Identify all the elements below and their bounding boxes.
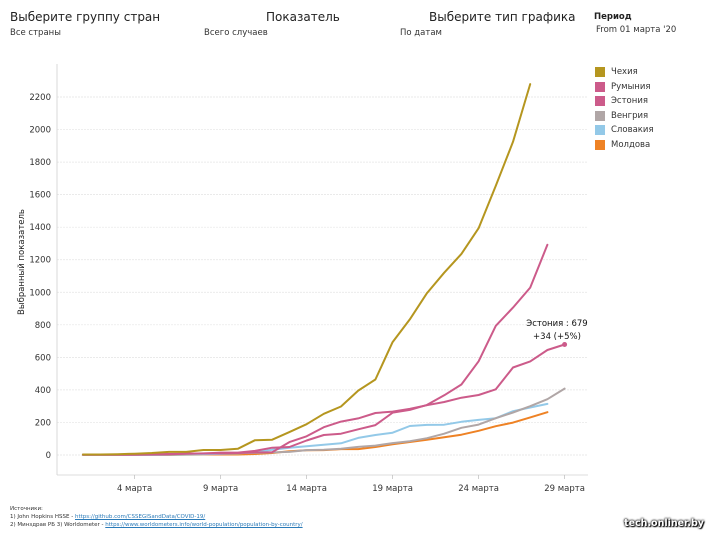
axes — [56, 64, 588, 476]
series-line[interactable] — [82, 402, 549, 456]
legend-swatch — [595, 67, 605, 78]
source-2-label: 2) Минздрав РБ 3) Worldometer - — [10, 522, 106, 528]
country-group-title: Выберите группу стран — [10, 10, 161, 24]
legend-swatch — [595, 110, 605, 121]
series-line[interactable] — [82, 343, 566, 456]
watermark: tech.onliner.by — [624, 518, 704, 529]
y-tick-label: 800 — [35, 321, 51, 331]
y-tick-labels: 0 200 400 600 800 1000 1200 1400 1600 1800 2000 220… — [29, 93, 51, 461]
sources: Источники: 1) John Hopkins HSSE - https:… — [10, 505, 303, 529]
legend-swatch — [595, 96, 605, 107]
y-tick-label: 600 — [35, 353, 51, 363]
legend-item[interactable]: Эстония — [595, 94, 654, 109]
x-tick-label: 19 марта — [372, 484, 413, 494]
y-tick-label: 1800 — [29, 158, 51, 168]
y-tick-label: 0 — [46, 451, 51, 461]
y-axis-label: Выбранный показатель — [17, 209, 27, 315]
x-tick-label: 9 марта — [203, 484, 238, 494]
tooltip-point[interactable] — [562, 342, 568, 348]
y-tick-label: 1000 — [29, 288, 51, 298]
legend-swatch — [595, 125, 605, 136]
legend: Чехия Румыния Эстония Венгрия Словакия Молдов… — [595, 65, 654, 152]
legend-item[interactable]: Венгрия — [595, 109, 654, 124]
legend-label: Чехия — [611, 67, 638, 78]
x-tick-label: 4 марта — [117, 484, 152, 494]
source-1-link[interactable]: https://github.com/CSSEGISandData/COVID-… — [74, 514, 206, 520]
legend-label: Румыния — [611, 81, 651, 92]
metric-title: Показатель — [266, 10, 340, 24]
tooltip-line-1: Эстония : 679 — [526, 319, 588, 329]
x-tick-label: 14 марта — [286, 484, 327, 494]
legend-label: Венгрия — [611, 110, 649, 121]
country-group-select[interactable]: Все страны — [10, 28, 61, 38]
chart-type-select[interactable]: По датам — [400, 28, 442, 38]
legend-label: Молдова — [611, 139, 651, 150]
tooltip-line-2: +34 (+5%) — [533, 332, 581, 342]
sources-title: Источники: — [10, 506, 43, 512]
period-title: Период — [594, 12, 632, 22]
y-tick-label: 1400 — [29, 223, 51, 233]
y-tick-label: 200 — [35, 418, 51, 428]
series-line[interactable] — [82, 243, 549, 456]
source-2-link[interactable]: https://www.worldometers.info/world-popu… — [105, 522, 303, 528]
y-tick-label: 2000 — [29, 126, 51, 136]
legend-item[interactable]: Чехия — [595, 65, 654, 80]
legend-swatch — [595, 81, 605, 92]
tooltip: Эстония : 679 +34 (+5%) — [512, 318, 602, 344]
y-tick-label: 400 — [35, 386, 51, 396]
legend-item[interactable]: Молдова — [595, 138, 654, 153]
y-tick-label: 1200 — [29, 256, 51, 266]
legend-item[interactable]: Словакия — [595, 123, 654, 138]
legend-item[interactable]: Румыния — [595, 80, 654, 95]
series-lines — [82, 83, 566, 456]
x-tick-labels: 4 марта 9 марта 14 марта 19 марта 24 марта 29… — [117, 475, 585, 494]
y-tick-label: 2200 — [29, 93, 51, 103]
series-line[interactable] — [82, 83, 532, 456]
x-tick-label: 29 марта — [544, 484, 585, 494]
legend-label: Словакия — [611, 125, 654, 136]
chart-type-title: Выберите тип графика — [429, 10, 576, 24]
period-select[interactable]: From 01 марта '20 — [596, 25, 677, 35]
metric-select[interactable]: Всего случаев — [204, 28, 268, 38]
source-1-label: 1) John Hopkins HSSE - — [10, 514, 75, 520]
grid-lines — [57, 96, 588, 456]
y-tick-label: 1600 — [29, 191, 51, 201]
legend-swatch — [595, 139, 605, 150]
legend-label: Эстония — [611, 96, 648, 107]
x-tick-label: 24 марта — [458, 484, 499, 494]
